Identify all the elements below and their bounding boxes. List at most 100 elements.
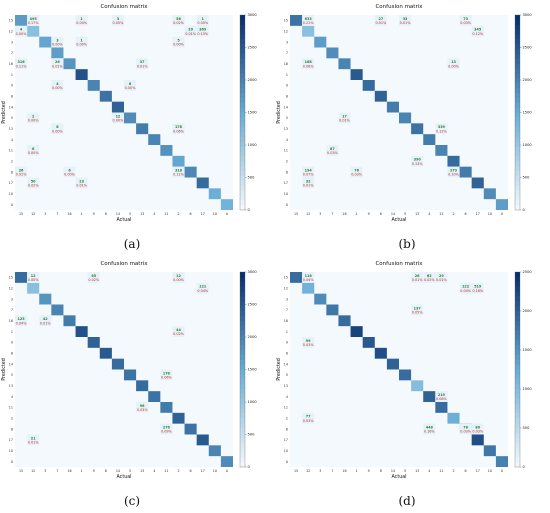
cell-percent-label: 0.03% xyxy=(137,408,149,412)
diagonal-cell xyxy=(362,337,375,348)
matrix-cell xyxy=(51,337,64,348)
diagonal-cell xyxy=(208,188,221,200)
colorbar-segment xyxy=(240,141,245,148)
cell-percent-label: 0.05% xyxy=(412,311,424,315)
diagonal-cell xyxy=(326,304,339,316)
y-tick-label: 14 xyxy=(9,105,13,109)
colorbar-segment xyxy=(240,93,245,99)
matrix-cell xyxy=(160,315,173,327)
colorbar-segment xyxy=(515,205,520,211)
matrix-cell xyxy=(302,391,315,402)
colorbar-tick-label: 3000 xyxy=(523,13,533,17)
panel-caption: (b) xyxy=(398,237,415,251)
matrix-cell xyxy=(15,402,28,413)
matrix-cell xyxy=(435,347,448,359)
matrix-cell xyxy=(148,293,161,305)
matrix-cell xyxy=(362,456,375,467)
matrix-cell xyxy=(447,315,460,327)
x-tick-label: 11 xyxy=(439,469,443,473)
y-tick-label: 0 xyxy=(286,460,288,464)
matrix-cell xyxy=(148,199,161,210)
matrix-cell xyxy=(423,402,436,413)
matrix-cell xyxy=(350,445,363,457)
matrix-cell xyxy=(124,134,137,145)
cell-count-label: 37 xyxy=(140,60,145,64)
colorbar-segment xyxy=(240,112,245,118)
matrix-cell xyxy=(350,369,363,381)
matrix-cell xyxy=(208,412,221,424)
matrix-cell xyxy=(386,199,399,210)
matrix-cell xyxy=(111,456,124,467)
matrix-cell xyxy=(350,380,363,392)
y-tick-label: 9 xyxy=(11,341,13,345)
matrix-cell xyxy=(148,69,161,80)
diagonal-cell xyxy=(411,380,424,392)
annotated-cell xyxy=(447,166,460,178)
diagonal-cell xyxy=(148,391,161,402)
matrix-cell xyxy=(483,272,496,283)
matrix-cell xyxy=(51,445,64,457)
x-tick-label: 10 xyxy=(488,469,492,473)
matrix-cell xyxy=(338,423,351,435)
matrix-cell xyxy=(350,293,363,305)
colorbar-segment xyxy=(515,311,520,317)
matrix-cell xyxy=(411,36,424,48)
matrix-cell xyxy=(15,145,28,156)
matrix-cell xyxy=(148,90,161,102)
matrix-cell xyxy=(39,380,52,392)
matrix-cell xyxy=(220,134,233,145)
colorbar-segment xyxy=(515,107,520,113)
matrix-cell xyxy=(423,25,436,37)
matrix-cell xyxy=(350,177,363,189)
matrix-cell xyxy=(196,80,209,91)
matrix-cell xyxy=(196,412,209,424)
colorbar-segment xyxy=(240,364,245,370)
matrix-cell xyxy=(326,123,339,135)
matrix-cell xyxy=(483,293,496,305)
matrix-cell xyxy=(459,199,472,210)
diagonal-cell xyxy=(374,90,387,102)
matrix-cell xyxy=(435,199,448,210)
y-tick-label: 2 xyxy=(286,416,288,420)
matrix-cell xyxy=(63,145,76,156)
matrix-cell xyxy=(483,15,496,26)
matrix-cell xyxy=(196,369,209,381)
matrix-cell xyxy=(111,391,124,402)
matrix-cell xyxy=(220,177,233,189)
matrix-cell xyxy=(111,315,124,327)
matrix-cell xyxy=(27,391,40,402)
matrix-cell xyxy=(27,445,40,457)
cell-percent-label: 0.01% xyxy=(339,119,351,123)
matrix-cell xyxy=(172,337,185,348)
matrix-cell xyxy=(302,358,315,370)
matrix-cell xyxy=(338,293,351,305)
cell-count-label: 96 xyxy=(140,404,145,408)
x-tick-label: 16 xyxy=(342,212,346,216)
confusion-matrix-panel: Confusion matrix120.00%650.02%120.00%121… xyxy=(1,261,257,508)
matrix-cell xyxy=(63,47,76,59)
matrix-cell xyxy=(447,391,460,402)
matrix-cell xyxy=(63,412,76,424)
x-tick-label: 17 xyxy=(201,469,205,473)
colorbar-segment xyxy=(515,175,520,182)
cell-percent-label: 0.09% xyxy=(161,430,173,434)
cell-count-label: 121 xyxy=(199,285,207,289)
annotated-cell xyxy=(302,166,315,178)
matrix-cell xyxy=(160,58,173,70)
x-tick-label: 2 xyxy=(177,212,179,216)
matrix-cell xyxy=(399,177,412,189)
x-tick-label: 8 xyxy=(380,469,382,473)
matrix-cell xyxy=(483,25,496,37)
matrix-cell xyxy=(136,199,149,210)
colorbar-segment xyxy=(240,325,245,331)
matrix-cell xyxy=(124,69,137,80)
matrix-cell xyxy=(75,293,88,305)
colorbar-segment xyxy=(240,369,245,375)
matrix-cell xyxy=(160,101,173,113)
matrix-cell xyxy=(471,337,484,348)
matrix-cell xyxy=(411,293,424,305)
matrix-cell xyxy=(184,347,197,359)
matrix-cell xyxy=(136,145,149,156)
colorbar-segment xyxy=(240,442,245,448)
matrix-cell xyxy=(87,36,100,48)
